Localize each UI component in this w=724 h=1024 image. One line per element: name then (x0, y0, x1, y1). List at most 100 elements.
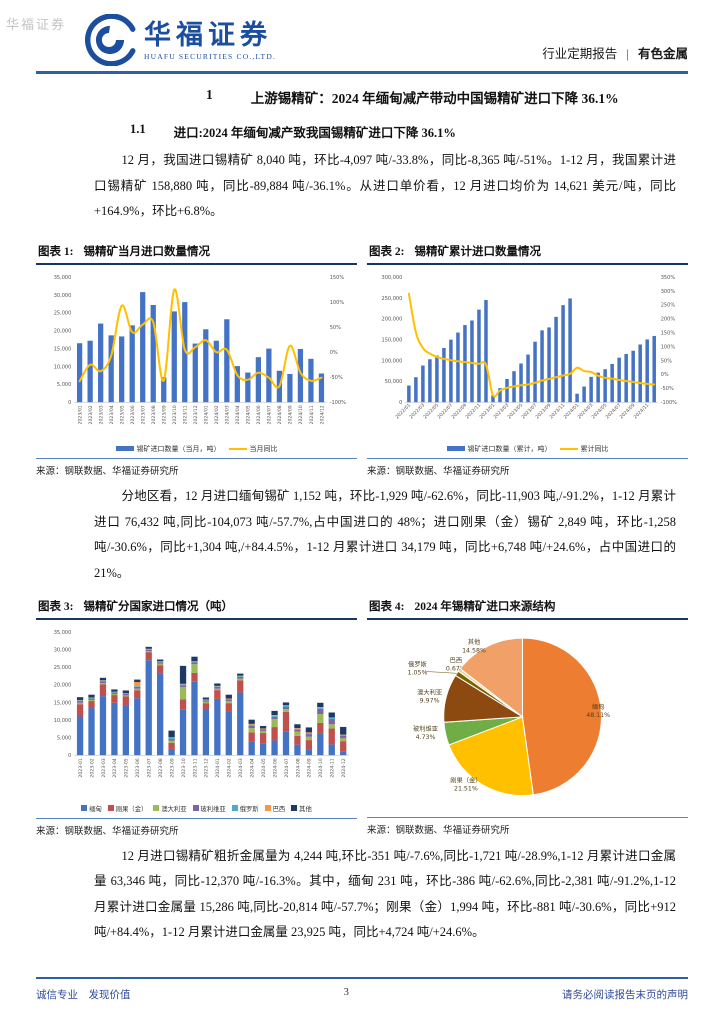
svg-text:25,000: 25,000 (54, 310, 72, 316)
legend-swatch (107, 805, 114, 812)
legend-swatch (192, 805, 199, 812)
figure-4-source: 来源：钢联数据、华福证券研究所 (367, 816, 688, 836)
legend-item: 俄罗斯 (231, 804, 259, 813)
svg-text:2023/08: 2023/08 (151, 405, 157, 424)
figure-2-title-text: 锡精矿累计进口数量情况 (414, 245, 541, 258)
svg-text:2023/09: 2023/09 (162, 405, 168, 424)
svg-text:俄罗斯: 俄罗斯 (408, 660, 427, 669)
legend-label: 刚果（金） (115, 805, 148, 813)
section-1-heading: 1 上游锡精矿：2024 年缅甸减产带动中国锡精矿进口下降 36.1% (36, 87, 688, 107)
svg-text:2024-11: 2024-11 (330, 758, 336, 777)
legend-label: 俄罗斯 (239, 805, 259, 813)
legend-swatch (559, 447, 578, 450)
svg-text:100,000: 100,000 (382, 358, 403, 364)
svg-text:100%: 100% (661, 344, 676, 350)
svg-text:0%: 0% (661, 372, 669, 378)
watermark: 华福证券 (6, 17, 67, 32)
svg-text:30,000: 30,000 (54, 292, 72, 298)
svg-text:20,000: 20,000 (54, 328, 72, 334)
svg-text:150,000: 150,000 (382, 337, 403, 343)
svg-text:2023-08: 2023-08 (158, 758, 164, 777)
svg-text:巴西: 巴西 (450, 656, 463, 664)
figure-4: 图表 4: 2024 年锡精矿进口来源结构 缅甸 48.11% 刚果（金） 21.51%… (367, 596, 688, 837)
svg-text:2024-04: 2024-04 (249, 758, 255, 777)
monthly-import-chart-legend: 锡矿进口数量（当月，吨） 当月同比 (36, 442, 357, 455)
svg-text:其他: 其他 (468, 637, 481, 646)
figure-4-title: 图表 4: 2024 年锡精矿进口来源结构 (367, 596, 688, 621)
svg-text:-50%: -50% (330, 375, 343, 381)
heading-number: 1 (206, 87, 213, 102)
legend-label: 锡矿进口数量（累计，吨） (467, 444, 552, 453)
legend-swatch (231, 805, 238, 812)
svg-text:2024-03: 2024-03 (238, 758, 244, 777)
figure-2-title: 图表 2: 锡精矿累计进口数量情况 (367, 241, 688, 265)
svg-text:150%: 150% (661, 330, 676, 336)
legend-item: 锡矿进口数量（当月，吨） (115, 444, 221, 454)
report-type: 行业定期报告 | 有色金属 (542, 43, 688, 62)
legend-item: 累计同比 (559, 444, 609, 454)
svg-text:9.97%: 9.97% (420, 698, 440, 705)
figure-1-label: 图表 1: (38, 245, 74, 258)
figure-2-label: 图表 2: (369, 245, 405, 258)
legend-swatch (81, 805, 88, 812)
svg-text:48.11%: 48.11% (586, 712, 610, 719)
svg-text:2024/09: 2024/09 (288, 405, 294, 424)
svg-text:300%: 300% (661, 288, 676, 294)
svg-text:2024-08: 2024-08 (295, 758, 301, 777)
legend-item: 其他 (291, 804, 312, 813)
legend-item: 玻利维亚 (192, 804, 226, 813)
svg-text:200%: 200% (661, 316, 676, 322)
svg-text:2023-09: 2023-09 (169, 758, 175, 777)
svg-text:澳大利亚: 澳大利亚 (417, 688, 442, 697)
svg-text:2023/07: 2023/07 (141, 405, 147, 424)
svg-text:玻利维亚: 玻利维亚 (413, 724, 438, 733)
svg-text:缅甸: 缅甸 (592, 702, 605, 711)
svg-text:2024/03: 2024/03 (225, 405, 231, 424)
svg-text:35,000: 35,000 (54, 274, 72, 280)
svg-text:100%: 100% (330, 299, 345, 305)
svg-text:-100%: -100% (661, 400, 677, 406)
svg-text:2024/04: 2024/04 (235, 405, 241, 424)
svg-text:2023/04: 2023/04 (109, 405, 115, 424)
subheading-text: 进口:2024 年缅甸减产致我国锡精矿进口下降 36.1% (173, 126, 456, 140)
footer-slogan: 诚信专业 发现价值 (36, 990, 131, 1001)
svg-text:4.73%: 4.73% (416, 734, 436, 741)
svg-text:2023/10: 2023/10 (172, 405, 178, 424)
legend-swatch (115, 446, 134, 452)
svg-text:350%: 350% (661, 274, 676, 280)
sector-label: 有色金属 (637, 47, 688, 61)
svg-text:50%: 50% (661, 358, 672, 364)
legend-swatch (446, 446, 465, 452)
svg-text:2024/07: 2024/07 (267, 405, 273, 424)
svg-text:2023-03: 2023-03 (101, 758, 107, 777)
monthly-import-chart: 0 5,000 10,000 15,000 20,000 25,000 30,000 35,0… (54, 274, 346, 424)
svg-text:2023/06: 2023/06 (130, 405, 136, 424)
svg-text:2024-05: 2024-05 (261, 758, 267, 777)
svg-text:2024-07: 2024-07 (284, 758, 290, 777)
svg-text:2024-12: 2024-12 (341, 758, 347, 777)
svg-text:35,000: 35,000 (54, 630, 72, 636)
svg-text:21.51%: 21.51% (454, 786, 478, 793)
cumulative-import-chart-legend: 锡矿进口数量（累计，吨） 累计同比 (367, 442, 688, 455)
footer-disclaimer: 请务必阅读报告末页的声明 (562, 990, 688, 1001)
svg-text:2023/02: 2023/02 (88, 405, 94, 424)
header-rule (36, 71, 688, 74)
legend-item: 澳大利亚 (153, 804, 187, 813)
svg-text:5,000: 5,000 (57, 382, 71, 388)
legend-label: 当月同比 (249, 444, 278, 453)
imports-by-country-chart: 0 5,000 10,000 15,000 20,000 25,000 30,000 35,0… (54, 630, 349, 778)
page-number: 3 (343, 987, 349, 998)
legend-label: 巴西 (272, 805, 286, 813)
figure-3-title: 图表 3: 锡精矿分国家进口情况（吨） (36, 596, 357, 621)
legend-swatch (153, 805, 160, 812)
legend-item: 锡矿进口数量（累计，吨） (446, 444, 552, 454)
svg-text:0.67%: 0.67% (446, 666, 466, 673)
svg-text:2024-10: 2024-10 (318, 758, 324, 777)
svg-text:2024/12: 2024/12 (319, 405, 325, 424)
logo-en-text: HUAFU SECURITIES CO.,LTD. (144, 51, 277, 61)
svg-text:2023/11: 2023/11 (183, 405, 189, 424)
paragraph-metal-content: 12 月进口锡精矿粗折金属量为 4,244 吨,环比-351 吨/-7.6%,同… (94, 848, 676, 940)
svg-text:2024/01: 2024/01 (204, 405, 210, 424)
svg-text:250,000: 250,000 (382, 295, 403, 301)
legend-label: 累计同比 (580, 444, 609, 453)
